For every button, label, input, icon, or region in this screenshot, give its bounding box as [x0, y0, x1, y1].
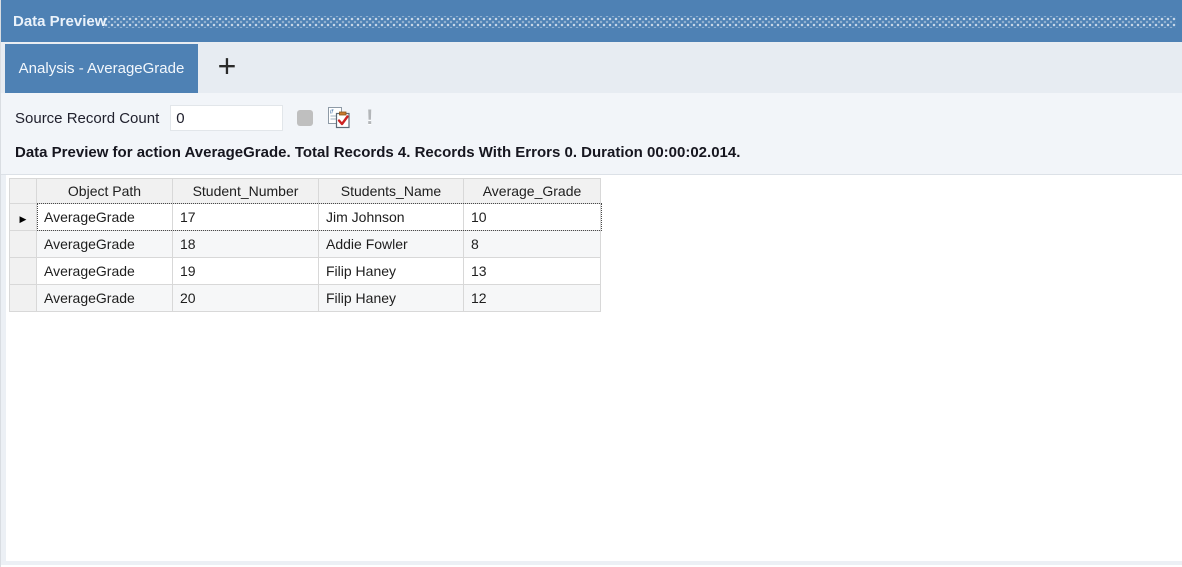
- cell[interactable]: Filip Haney: [318, 284, 464, 312]
- table-row: AverageGrade 19 Filip Haney 13: [9, 257, 601, 285]
- data-grid: Object Path Student_Number Students_Name…: [9, 178, 601, 312]
- titlebar: Data Preview: [1, 0, 1182, 44]
- cell[interactable]: AverageGrade: [36, 257, 173, 285]
- row-selector-cell[interactable]: [9, 284, 37, 312]
- table-row: ▶ AverageGrade 17 Jim Johnson 10: [9, 203, 601, 231]
- row-selector-cell[interactable]: ▶: [9, 203, 37, 231]
- cell[interactable]: Addie Fowler: [318, 230, 464, 258]
- current-row-arrow-icon: ▶: [19, 214, 27, 224]
- warning-exclamation-icon[interactable]: !: [366, 106, 374, 129]
- cell[interactable]: 12: [463, 284, 601, 312]
- stop-square-button[interactable]: [297, 110, 314, 126]
- cell[interactable]: Jim Johnson: [318, 203, 464, 231]
- header-row: Object Path Student_Number Students_Name…: [9, 178, 601, 204]
- window-title: Data Preview: [13, 12, 107, 30]
- cell[interactable]: 17: [172, 203, 319, 231]
- row-selector-cell[interactable]: [9, 230, 37, 258]
- validate-clipboard-icon[interactable]: if: [327, 106, 351, 130]
- titlebar-dots-pattern: [103, 16, 1176, 28]
- toolbar-panel: Source Record Count if ! Data Preview fo…: [1, 93, 1182, 175]
- cell[interactable]: 18: [172, 230, 319, 258]
- bottom-edge-strip: [1, 561, 1182, 565]
- left-edge-strip: [1, 175, 6, 565]
- svg-text:if: if: [330, 110, 334, 116]
- column-header-object-path[interactable]: Object Path: [36, 178, 173, 204]
- row-selector-cell[interactable]: [9, 257, 37, 285]
- content-area: Object Path Student_Number Students_Name…: [1, 175, 1182, 565]
- row-selector-header[interactable]: [9, 178, 37, 204]
- column-header-students-name[interactable]: Students_Name: [318, 178, 464, 204]
- status-text: Data Preview for action AverageGrade. To…: [15, 144, 741, 161]
- table-row: AverageGrade 20 Filip Haney 12: [9, 284, 601, 312]
- source-record-count-input[interactable]: [170, 105, 284, 131]
- cell[interactable]: 19: [172, 257, 319, 285]
- add-tab-button[interactable]: +: [217, 48, 237, 84]
- tab-bar: Analysis - AverageGrade +: [1, 44, 1182, 93]
- table-row: AverageGrade 18 Addie Fowler 8: [9, 230, 601, 258]
- cell[interactable]: 20: [172, 284, 319, 312]
- column-header-average-grade[interactable]: Average_Grade: [463, 178, 601, 204]
- column-header-student-number[interactable]: Student_Number: [172, 178, 319, 204]
- cell[interactable]: Filip Haney: [318, 257, 464, 285]
- tab-label: Analysis - AverageGrade: [18, 60, 185, 77]
- cell[interactable]: AverageGrade: [36, 230, 173, 258]
- source-record-count-row: Source Record Count if !: [15, 104, 373, 132]
- cell[interactable]: 13: [463, 257, 601, 285]
- cell[interactable]: AverageGrade: [36, 203, 173, 231]
- cell[interactable]: AverageGrade: [36, 284, 173, 312]
- tab-analysis-averagegrade[interactable]: Analysis - AverageGrade: [5, 44, 198, 93]
- cell[interactable]: 8: [463, 230, 601, 258]
- source-record-count-label: Source Record Count: [15, 109, 160, 127]
- cell[interactable]: 10: [463, 203, 601, 231]
